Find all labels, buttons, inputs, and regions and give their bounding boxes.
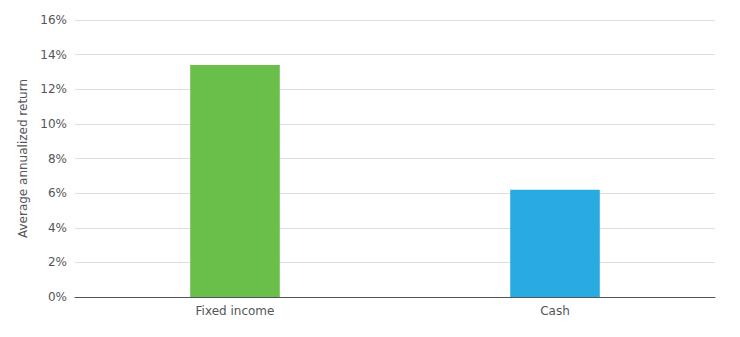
svg-text:0%: 0% xyxy=(48,290,67,304)
svg-text:Average annualized return: Average annualized return xyxy=(16,79,30,238)
svg-text:16%: 16% xyxy=(40,13,67,27)
svg-text:4%: 4% xyxy=(48,221,67,235)
svg-text:14%: 14% xyxy=(40,48,67,62)
svg-text:2%: 2% xyxy=(48,255,67,269)
svg-text:12%: 12% xyxy=(40,82,67,96)
svg-text:6%: 6% xyxy=(48,186,67,200)
svg-text:Cash: Cash xyxy=(540,304,570,318)
svg-text:10%: 10% xyxy=(40,117,67,131)
svg-text:8%: 8% xyxy=(48,152,67,166)
svg-text:Fixed income: Fixed income xyxy=(196,304,275,318)
